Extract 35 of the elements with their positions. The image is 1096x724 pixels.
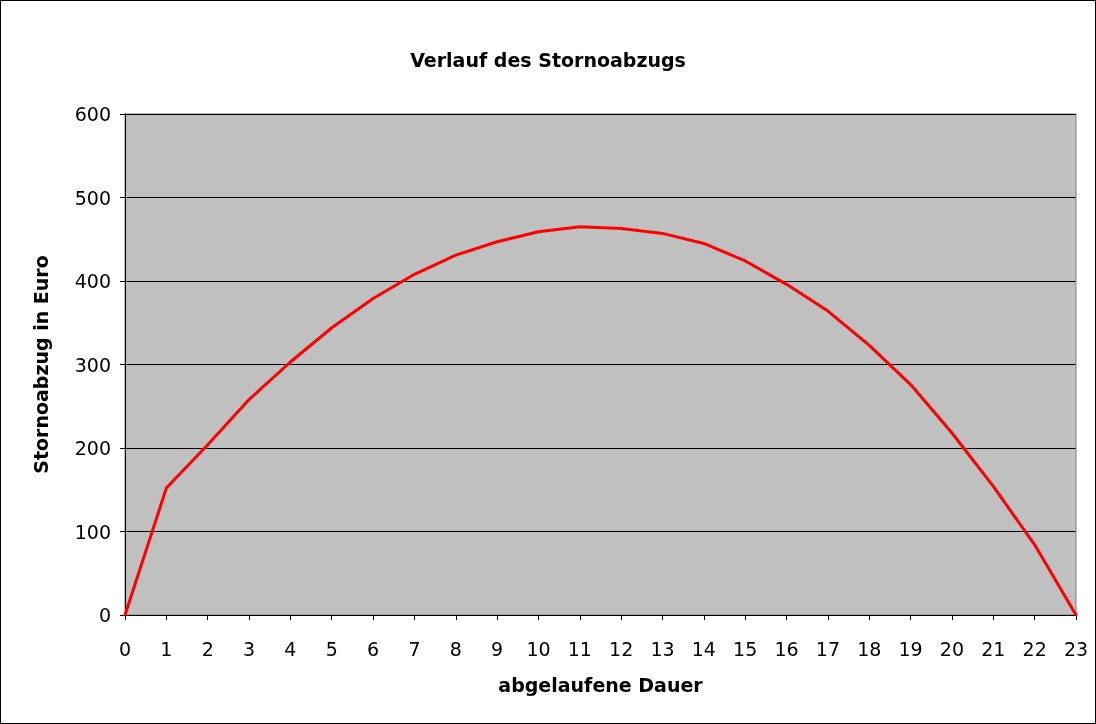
x-tick-label: 14: [691, 637, 716, 660]
x-tick-label: 11: [567, 637, 592, 660]
line-series: [123, 225, 1078, 617]
y-tick-label: 600: [74, 103, 111, 125]
y-tick-label: 400: [74, 270, 111, 292]
x-tick-label: 2: [201, 637, 214, 660]
x-tick-label: 18: [857, 637, 882, 660]
x-tick-label: 8: [449, 637, 462, 660]
x-tick-label: 16: [774, 637, 799, 660]
x-tick-label: 19: [898, 637, 923, 660]
y-tick-label: 500: [74, 186, 111, 209]
x-tick-label: 5: [325, 637, 338, 660]
x-tick-label: 3: [243, 637, 256, 660]
x-tick-label: 4: [284, 637, 297, 660]
x-tick-label: 23: [1063, 637, 1089, 660]
x-tick-label: 7: [408, 637, 421, 660]
x-tick-label: 1: [160, 637, 173, 660]
x-tick-label: 15: [733, 637, 758, 660]
x-tick-label: 12: [609, 637, 634, 660]
chart-title: Verlauf des Stornoabzugs: [410, 48, 686, 71]
x-tick-label: 20: [939, 637, 965, 660]
y-axis-title: Stornoabzug in Euro: [29, 255, 52, 474]
y-tick-label: 0: [98, 604, 111, 626]
x-axis-title: abgelaufene Dauer: [498, 673, 704, 696]
x-tick-label: 9: [491, 637, 504, 660]
x-tick-label: 6: [367, 637, 380, 660]
y-tick-label: 300: [74, 353, 111, 376]
x-tick-label: 0: [118, 637, 132, 660]
x-tick-label: 13: [650, 637, 675, 660]
y-tick-label: 200: [74, 437, 111, 459]
y-tick-label: 100: [74, 520, 111, 543]
x-tick-label: 21: [981, 637, 1006, 660]
x-tick-label: 17: [815, 637, 841, 660]
x-tick-label: 10: [526, 637, 551, 660]
x-tick-label: 22: [1022, 637, 1047, 660]
